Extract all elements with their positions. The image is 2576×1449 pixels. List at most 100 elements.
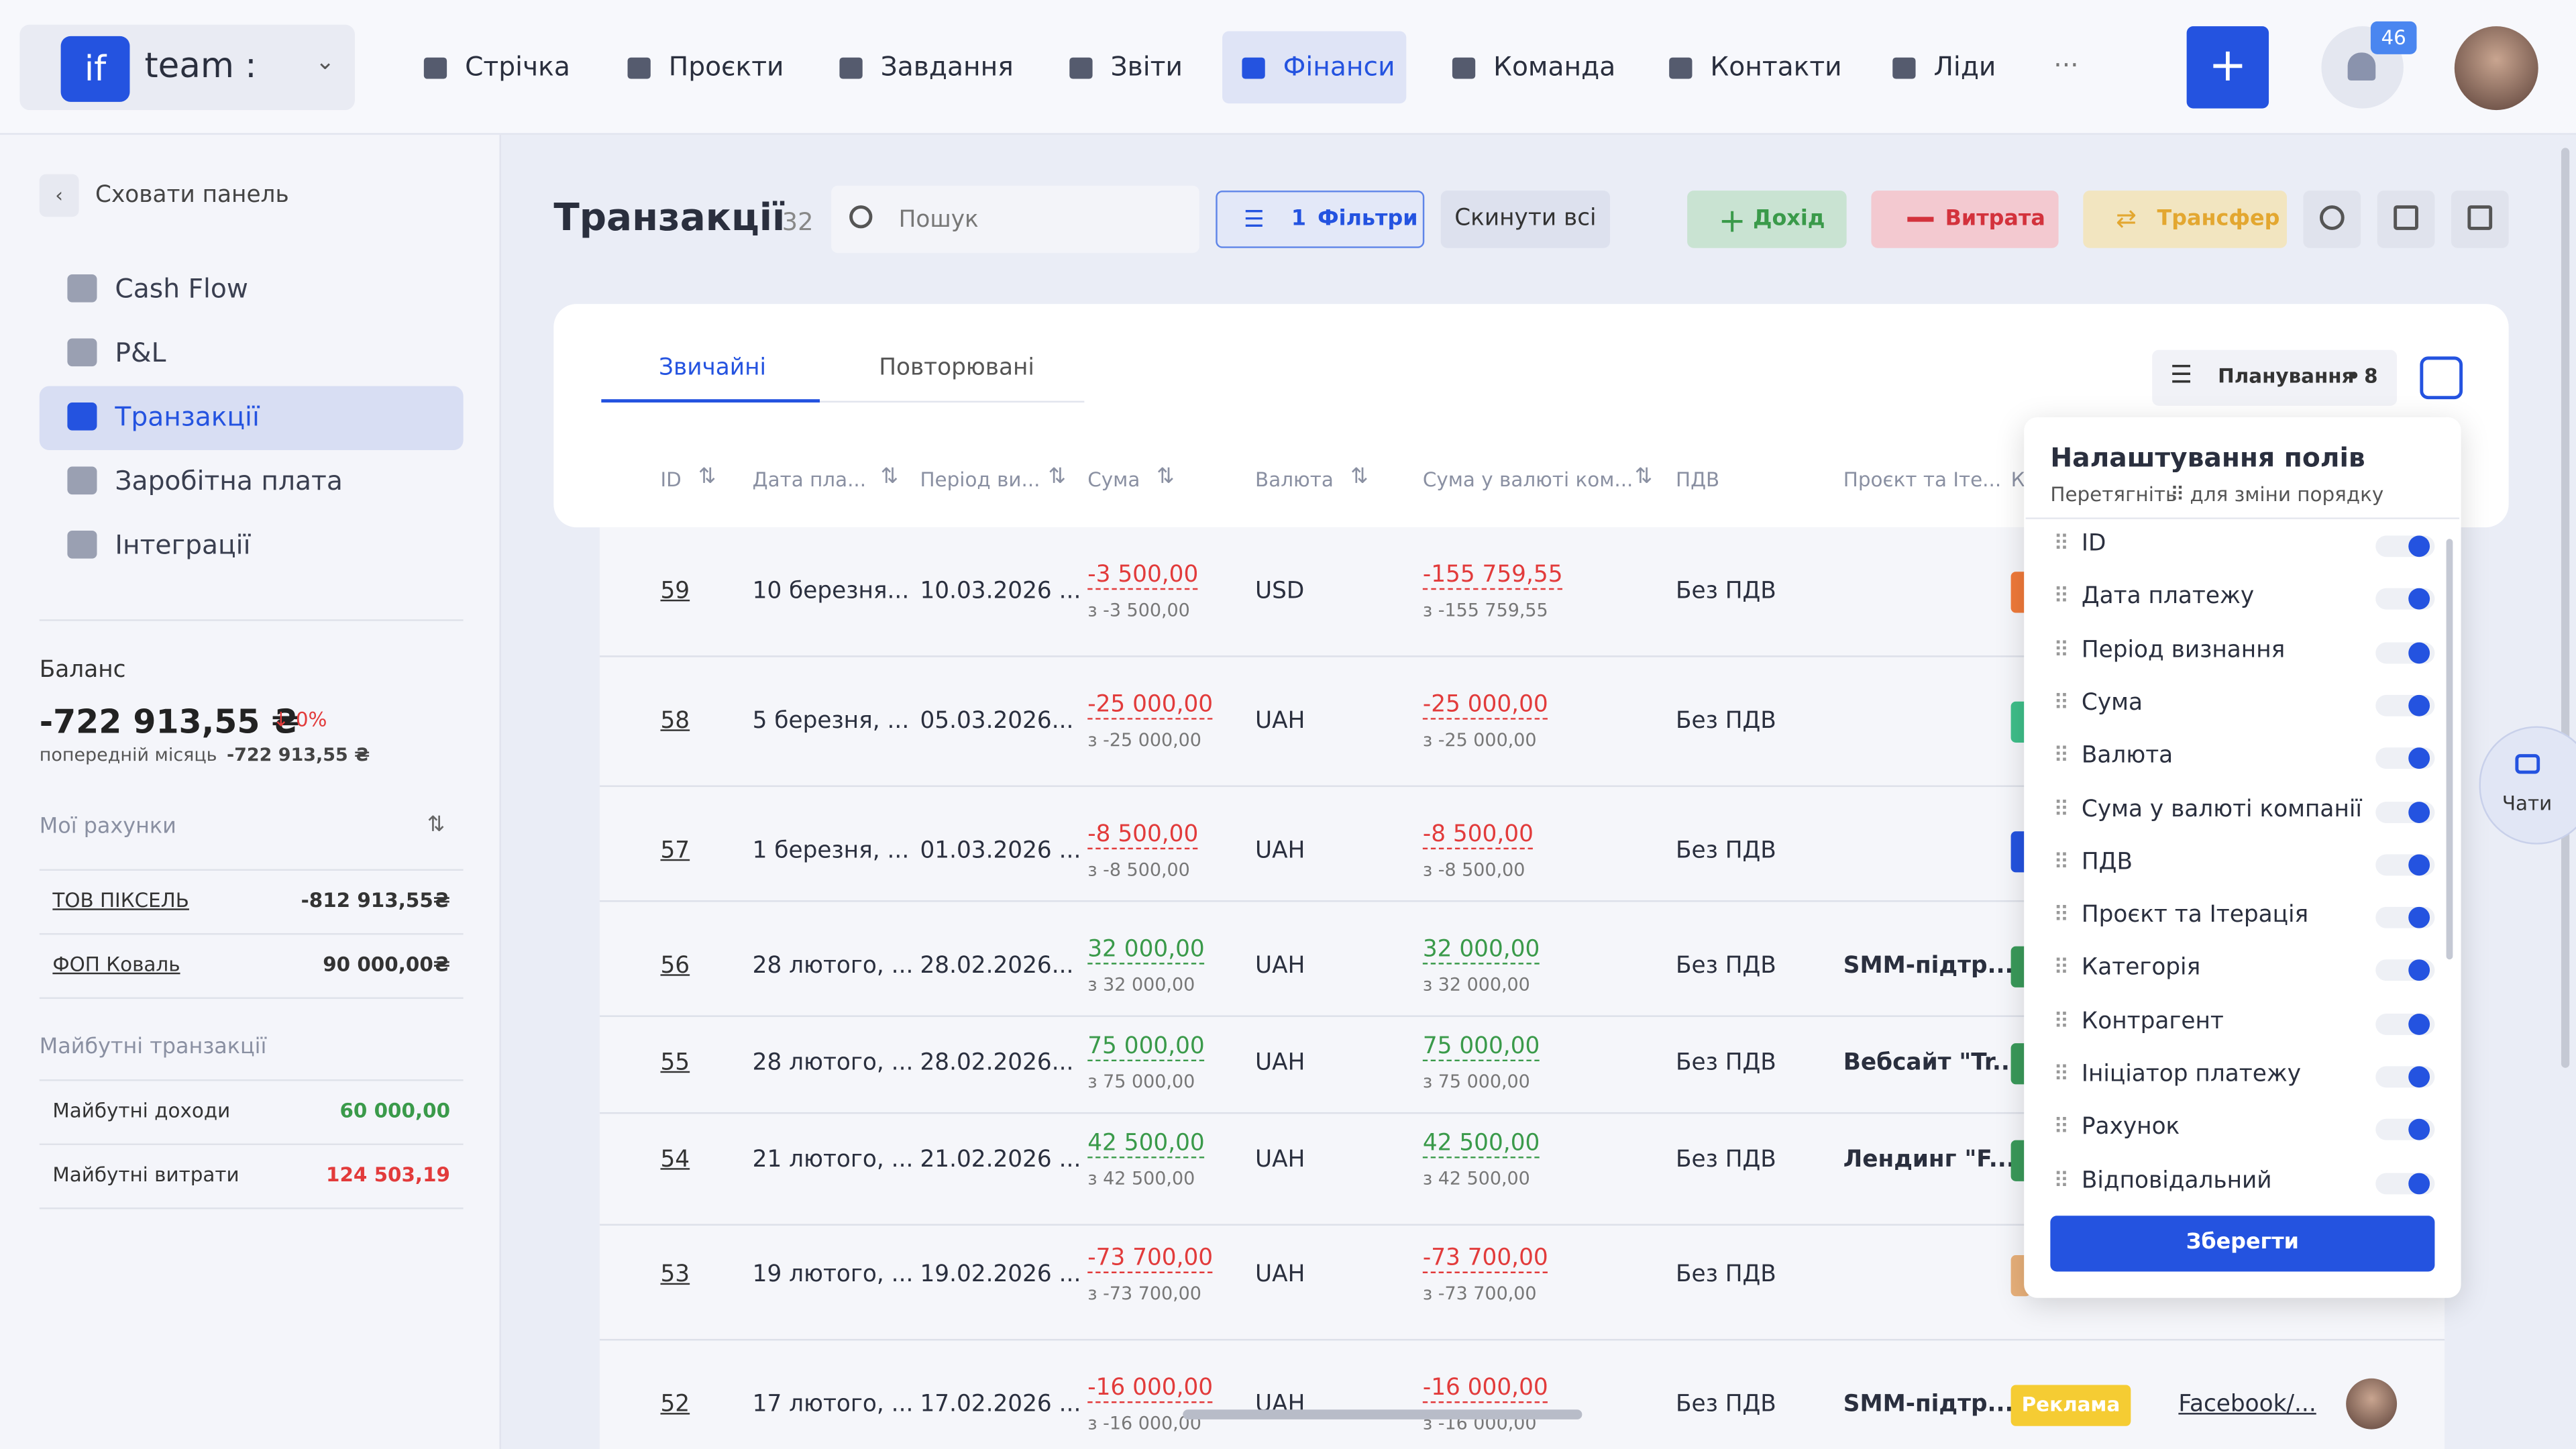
- filters-btn[interactable]: [1216, 191, 1425, 248]
- nav-item[interactable]: Контакти: [1710, 50, 1842, 83]
- hide-btn[interactable]: ‹: [39, 174, 79, 217]
- cell-id[interactable]: 58: [660, 708, 690, 735]
- cell-amount: 75 000,00: [1422, 1033, 1540, 1062]
- transfer-btn[interactable]: Трансфер: [2083, 191, 2288, 248]
- nav-icon: [1892, 57, 1916, 79]
- menu-item[interactable]: Cash Flow: [115, 272, 248, 305]
- cell-id[interactable]: 55: [660, 1049, 690, 1077]
- cell-amount-sub: з -8 500,00: [1422, 859, 1525, 881]
- cell-id[interactable]: 53: [660, 1261, 690, 1289]
- cell-date: 28 лютого, ...: [752, 953, 914, 979]
- reset-btn[interactable]: Скинути всі: [1440, 191, 1611, 248]
- cell-vat: Без ПДВ: [1675, 1391, 1776, 1418]
- settings-btn[interactable]: [2420, 356, 2463, 400]
- cell-amount-sub: з -73 700,00: [1422, 1283, 1537, 1305]
- cell-amount-sub: з -155 759,55: [1422, 599, 1548, 621]
- panel-sub: для зміни порядку: [2190, 483, 2384, 506]
- expense-btn[interactable]: Витрата: [1871, 191, 2059, 248]
- cell-id[interactable]: 57: [660, 837, 690, 865]
- add-button[interactable]: +: [2186, 26, 2269, 109]
- column-header[interactable]: Валюта: [1255, 468, 1334, 492]
- toggle-knob: [2408, 641, 2430, 663]
- drag-icon: ⠿: [2053, 957, 2070, 982]
- cell-vat: Без ПДВ: [1675, 1261, 1776, 1289]
- cell-period: 05.03.2026...: [920, 708, 1074, 735]
- future-name: Майбутні доходи: [52, 1099, 231, 1122]
- column-header[interactable]: К: [2010, 468, 2025, 492]
- nav-icon: [1242, 57, 1265, 79]
- toggle-knob: [2408, 694, 2430, 716]
- planning-btn[interactable]: [2152, 350, 2398, 406]
- column-header[interactable]: ID: [660, 468, 682, 492]
- cell-period: 19.02.2026 ...: [920, 1261, 1081, 1289]
- cell-currency: UAH: [1255, 708, 1305, 735]
- cell-id[interactable]: 56: [660, 953, 690, 979]
- nav-icon: [1669, 57, 1693, 79]
- income-btn[interactable]: Дохід: [1687, 191, 1847, 248]
- nav-item[interactable]: Завдання: [880, 50, 1014, 83]
- nav-item[interactable]: Команда: [1493, 50, 1616, 83]
- cell-amount-sub: з 42 500,00: [1087, 1168, 1195, 1190]
- nav-item[interactable]: Звіти: [1110, 50, 1183, 83]
- nav-item[interactable]: Ліди: [1933, 50, 1996, 83]
- cell-id[interactable]: 59: [660, 578, 690, 605]
- cell-date: 28 лютого, ...: [752, 1049, 914, 1077]
- column-header[interactable]: Період ви...: [920, 468, 1040, 492]
- toggle-knob: [2408, 1119, 2430, 1141]
- column-header[interactable]: Сума у валюті ком...: [1422, 468, 1633, 492]
- nav-icon: [839, 57, 863, 79]
- chat-btn[interactable]: [2479, 726, 2576, 845]
- menu-active: [39, 386, 464, 451]
- avatar[interactable]: [2454, 26, 2538, 111]
- sort-icon: ⇅: [698, 465, 716, 490]
- cell-project: Лендинг "F...: [1843, 1146, 2015, 1173]
- accounts-title: Мої рахунки: [39, 814, 176, 840]
- cell-id[interactable]: 54: [660, 1146, 690, 1173]
- icon: [2467, 205, 2493, 230]
- menu-item[interactable]: Транзакції: [115, 400, 260, 433]
- field-label: Дата платежу: [2081, 584, 2255, 610]
- nav-more[interactable]: ···: [2053, 49, 2079, 81]
- menu-item[interactable]: P&L: [115, 337, 166, 368]
- column-header[interactable]: Проєкт та Іте...: [1843, 468, 2002, 492]
- cell-counterparty[interactable]: Facebook/...: [2178, 1391, 2316, 1418]
- nav-item[interactable]: Фінанси: [1283, 50, 1395, 83]
- cell-amount-sub: з -73 700,00: [1087, 1283, 1201, 1305]
- cell-currency: UAH: [1255, 837, 1305, 865]
- sort-icon: ⇅: [1157, 465, 1175, 490]
- search[interactable]: [831, 185, 1199, 254]
- cell-period: 21.02.2026 ...: [920, 1146, 1081, 1173]
- hide-label[interactable]: Сховати панель: [95, 182, 289, 209]
- bell: [2347, 52, 2376, 81]
- nav-item[interactable]: Стрічка: [465, 50, 570, 83]
- filters-count: 1: [1291, 207, 1307, 232]
- field-label: ID: [2081, 531, 2106, 557]
- field-label: Валюта: [2081, 743, 2174, 769]
- save-btn[interactable]: Зберегти: [2050, 1216, 2435, 1272]
- cell-id[interactable]: 52: [660, 1391, 690, 1418]
- chevron: ⌄: [315, 49, 335, 76]
- column-header[interactable]: Дата пла...: [752, 468, 867, 492]
- account-name[interactable]: ФОП Коваль: [52, 953, 180, 976]
- cell-amount-sub: з -3 500,00: [1087, 599, 1190, 621]
- column-header[interactable]: ПДВ: [1675, 468, 1720, 492]
- chat-label: Чати: [2502, 792, 2553, 815]
- menu-icon: [67, 338, 97, 367]
- cell-currency: UAH: [1255, 1049, 1305, 1077]
- toggle-knob: [2408, 960, 2430, 982]
- account-name[interactable]: ТОВ ПІКСЕЛЬ: [52, 888, 189, 912]
- column-header[interactable]: Сума: [1087, 468, 1140, 492]
- cell-amount-sub: з -25 000,00: [1087, 729, 1201, 751]
- cell-project: Вебсайт "Tr...: [1843, 1049, 2019, 1077]
- tab[interactable]: Звичайні: [659, 354, 767, 382]
- menu-item[interactable]: Заробітна плата: [115, 465, 343, 496]
- account-value: 90 000,00₴: [323, 953, 451, 976]
- cell-date: 5 березня, ...: [752, 708, 910, 735]
- menu-item[interactable]: Інтеграції: [115, 529, 251, 561]
- cell-date: 1 березня, ...: [752, 837, 910, 865]
- icon-btn[interactable]: [2377, 191, 2435, 248]
- tab[interactable]: Повторювані: [879, 354, 1034, 382]
- icon-btn[interactable]: [2451, 191, 2509, 248]
- nav-item[interactable]: Проєкти: [668, 50, 784, 83]
